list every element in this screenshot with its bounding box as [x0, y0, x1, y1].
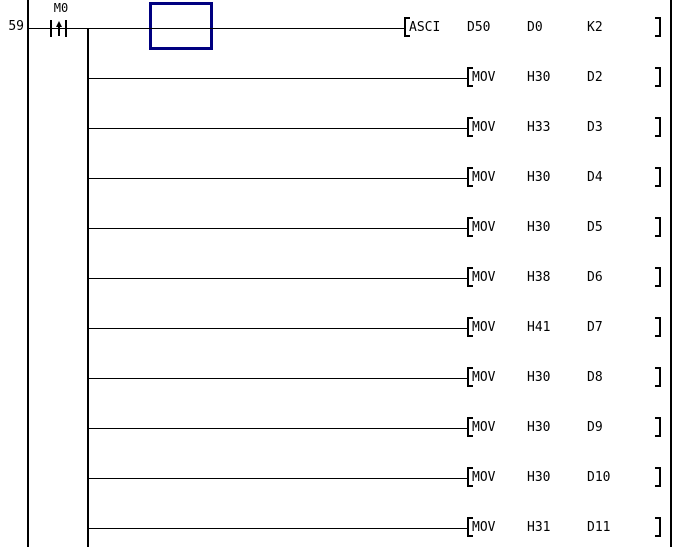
rung-wire: [88, 278, 467, 279]
instruction-operand: D2: [587, 70, 603, 85]
bracket-close-icon: [655, 167, 661, 187]
up-arrow-icon: [56, 21, 62, 27]
left-power-rail: [27, 0, 29, 547]
bracket-close-icon: [655, 267, 661, 287]
instruction-block[interactable]: MOV H30 D4: [467, 167, 665, 188]
instruction-mnemonic: MOV: [472, 120, 496, 135]
bracket-open-icon: [467, 267, 473, 287]
instruction-operand: D0: [527, 20, 543, 35]
bracket-open-icon: [467, 417, 473, 437]
instruction-operand: H33: [527, 120, 551, 135]
instruction-operand: D9: [587, 420, 603, 435]
instruction-operand: H30: [527, 170, 551, 185]
instruction-block[interactable]: MOV H30 D2: [467, 67, 665, 88]
up-arrow-stem: [58, 25, 60, 36]
instruction-mnemonic: MOV: [472, 270, 496, 285]
rung-wire: [88, 528, 467, 529]
instruction-block[interactable]: MOV H33 D3: [467, 117, 665, 138]
bracket-open-icon: [467, 117, 473, 137]
instruction-block[interactable]: MOV H30 D9: [467, 417, 665, 438]
rung-wire: [88, 328, 467, 329]
rung-wire: [88, 228, 467, 229]
instruction-operand: H30: [527, 370, 551, 385]
instruction-mnemonic: MOV: [472, 220, 496, 235]
instruction-mnemonic: MOV: [472, 520, 496, 535]
bracket-close-icon: [655, 467, 661, 487]
instruction-operand: D6: [587, 270, 603, 285]
rung-wire: [88, 178, 467, 179]
instruction-operand: D5: [587, 220, 603, 235]
instruction-operand: H30: [527, 70, 551, 85]
instruction-block[interactable]: MOV H30 D8: [467, 367, 665, 388]
bracket-close-icon: [655, 217, 661, 237]
instruction-operand: D4: [587, 170, 603, 185]
instruction-mnemonic: MOV: [472, 70, 496, 85]
bracket-open-icon: [467, 217, 473, 237]
instruction-mnemonic: MOV: [472, 320, 496, 335]
instruction-mnemonic: ASCI: [409, 20, 441, 35]
rung-wire: [28, 28, 404, 29]
rung-wire: [88, 378, 467, 379]
bracket-open-icon: [467, 167, 473, 187]
branch-vertical-wire: [87, 28, 89, 547]
instruction-operand: D7: [587, 320, 603, 335]
instruction-block[interactable]: MOV H30 D5: [467, 217, 665, 238]
instruction-block[interactable]: MOV H30 D10: [467, 467, 665, 488]
instruction-operand: H30: [527, 220, 551, 235]
instruction-mnemonic: MOV: [472, 370, 496, 385]
instruction-operand: D3: [587, 120, 603, 135]
bracket-open-icon: [467, 517, 473, 537]
bracket-open-icon: [467, 317, 473, 337]
bracket-open-icon: [404, 17, 410, 37]
instruction-mnemonic: MOV: [472, 420, 496, 435]
bracket-open-icon: [467, 367, 473, 387]
bracket-open-icon: [467, 67, 473, 87]
instruction-mnemonic: MOV: [472, 170, 496, 185]
instruction-operand: D50: [467, 20, 491, 35]
instruction-operand: H41: [527, 320, 551, 335]
bracket-close-icon: [655, 67, 661, 87]
bracket-close-icon: [655, 517, 661, 537]
instruction-operand: D10: [587, 470, 611, 485]
instruction-mnemonic: MOV: [472, 470, 496, 485]
instruction-operand: H31: [527, 520, 551, 535]
instruction-block[interactable]: MOV H31 D11: [467, 517, 665, 538]
instruction-operand: K2: [587, 20, 603, 35]
bracket-close-icon: [655, 367, 661, 387]
instruction-operand: D11: [587, 520, 611, 535]
rung-wire: [88, 478, 467, 479]
instruction-operand: H30: [527, 420, 551, 435]
rung-wire: [88, 128, 467, 129]
right-power-rail: [670, 0, 672, 547]
instruction-block[interactable]: MOV H38 D6: [467, 267, 665, 288]
bracket-close-icon: [655, 117, 661, 137]
instruction-operand: D8: [587, 370, 603, 385]
bracket-close-icon: [655, 17, 661, 37]
instruction-block[interactable]: MOV H41 D7: [467, 317, 665, 338]
bracket-close-icon: [655, 317, 661, 337]
bracket-open-icon: [467, 467, 473, 487]
instruction-block[interactable]: ASCI D50 D0 K2: [404, 17, 665, 38]
rung-wire: [88, 78, 467, 79]
instruction-operand: H38: [527, 270, 551, 285]
instruction-operand: H30: [527, 470, 551, 485]
selection-cursor-box[interactable]: [149, 2, 213, 50]
contact-label: M0: [53, 1, 69, 15]
bracket-close-icon: [655, 417, 661, 437]
rung-number: 59: [8, 19, 24, 34]
rung-wire: [88, 428, 467, 429]
